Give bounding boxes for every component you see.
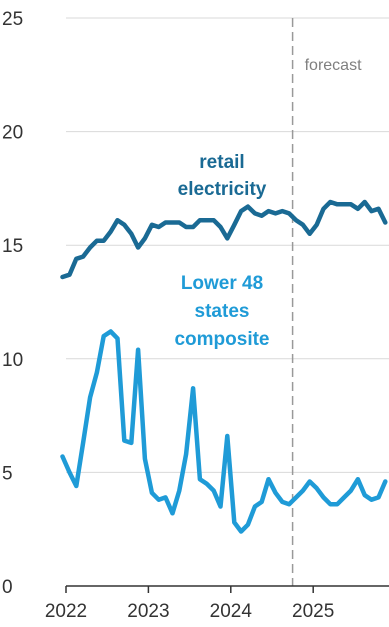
y-tick-label: 10 bbox=[2, 350, 23, 371]
series-label-line: Lower 48 bbox=[181, 273, 263, 294]
series-lines bbox=[60, 199, 388, 534]
gridlines bbox=[66, 17, 389, 473]
y-tick-label: 15 bbox=[2, 236, 23, 257]
series-label-line: states bbox=[195, 301, 250, 322]
x-tick-label: 2024 bbox=[210, 601, 253, 622]
x-tick-label: 2025 bbox=[292, 601, 334, 622]
y-tick-label: 25 bbox=[2, 9, 23, 30]
x-axis bbox=[65, 585, 389, 593]
y-tick-label: 5 bbox=[2, 463, 13, 484]
x-tick-label: 2023 bbox=[127, 601, 169, 622]
series-label-line: electricity bbox=[178, 179, 267, 200]
series-line-1 bbox=[60, 329, 388, 534]
series-label-line: composite bbox=[174, 329, 269, 350]
series-label-line: retail bbox=[199, 152, 244, 173]
y-axis-tick-labels: 0 5 10 15 20 25 bbox=[2, 9, 23, 598]
x-axis-tick-labels: 2022 2023 2024 2025 bbox=[45, 601, 334, 622]
series-labels: retail electricity Lower 48 states composite bbox=[174, 152, 269, 350]
forecast-divider: forecast bbox=[291, 18, 362, 586]
forecast-label: forecast bbox=[305, 57, 362, 74]
y-tick-label: 0 bbox=[2, 577, 13, 598]
series-line-0 bbox=[60, 199, 388, 280]
x-tick-label: 2022 bbox=[45, 601, 87, 622]
y-tick-label: 20 bbox=[2, 123, 23, 144]
